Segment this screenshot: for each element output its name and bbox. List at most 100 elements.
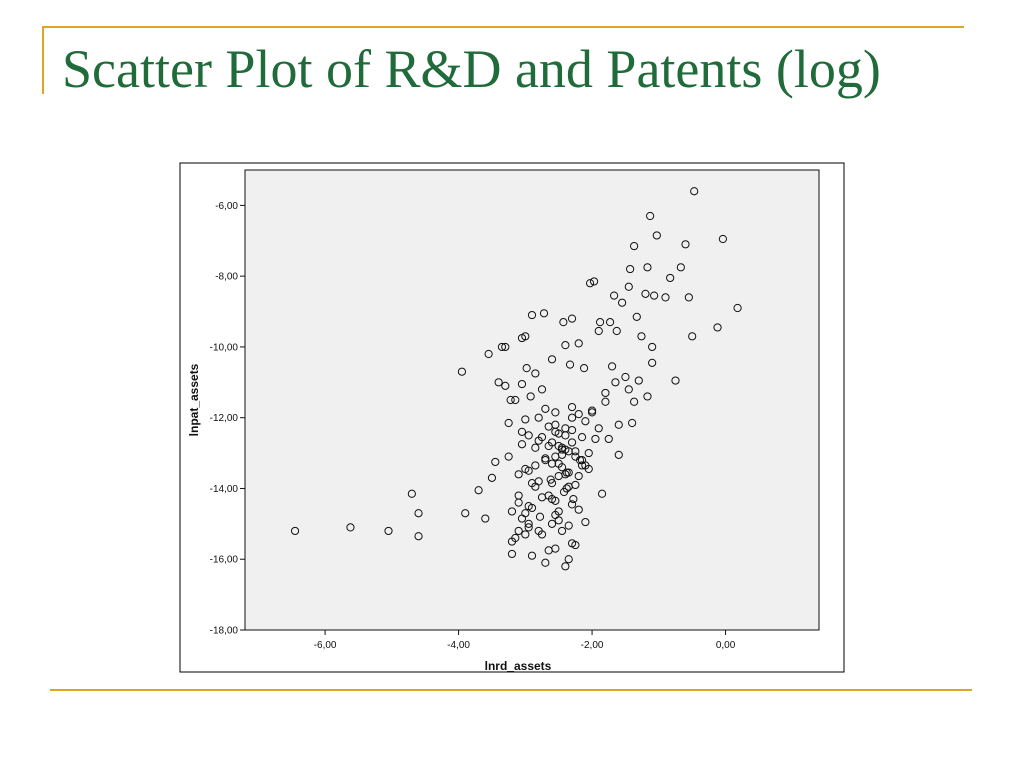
x-tick-label: -4,00 — [447, 640, 470, 651]
data-point — [733, 303, 742, 313]
data-point — [577, 456, 587, 465]
data-point — [574, 339, 583, 348]
data-point — [605, 318, 615, 327]
data-point — [557, 445, 567, 454]
data-point — [581, 517, 590, 527]
data-point — [589, 277, 599, 286]
data-point — [531, 461, 540, 470]
data-point — [491, 457, 500, 467]
data-point — [607, 362, 617, 371]
data-point — [630, 397, 639, 406]
x-axis-title: lnrd_assets — [485, 659, 552, 673]
data-point — [537, 433, 547, 442]
data-point — [581, 417, 590, 426]
data-point — [541, 558, 550, 567]
data-point — [626, 264, 635, 274]
data-point — [557, 450, 567, 459]
slide-title: Scatter Plot of R&D and Patents (log) — [62, 39, 881, 99]
data-point — [628, 418, 637, 428]
data-point — [567, 402, 577, 412]
y-axis-title: lnpat_assets — [187, 363, 201, 436]
data-point — [612, 326, 621, 336]
data-point — [537, 493, 547, 502]
data-point — [567, 438, 577, 447]
data-point — [507, 549, 517, 559]
data-point — [624, 282, 633, 291]
data-point — [646, 211, 655, 221]
data-point — [551, 427, 560, 436]
data-point — [535, 512, 545, 521]
data-point — [661, 293, 670, 302]
data-point — [567, 425, 577, 435]
data-point — [504, 418, 513, 428]
data-point — [346, 523, 355, 532]
data-point — [517, 427, 527, 436]
data-point — [514, 491, 523, 500]
data-point — [527, 479, 537, 488]
data-point — [521, 464, 530, 474]
data-point — [541, 454, 550, 463]
data-point — [514, 470, 523, 479]
data-point — [621, 372, 630, 382]
y-tick-label: -6,00 — [215, 201, 238, 212]
data-point — [554, 516, 563, 525]
data-point — [594, 326, 603, 336]
data-point — [565, 360, 575, 369]
data-point — [407, 489, 416, 498]
data-point — [517, 440, 527, 449]
data-point — [597, 489, 607, 498]
data-point — [507, 507, 517, 516]
y-tick-label: -14,00 — [210, 484, 239, 495]
data-point — [577, 433, 587, 442]
data-point — [517, 333, 527, 343]
data-point — [643, 392, 652, 401]
data-point — [501, 381, 510, 390]
data-point — [554, 471, 563, 481]
data-point — [614, 420, 623, 429]
data-point — [564, 482, 573, 491]
data-point — [561, 341, 570, 350]
data-point — [567, 500, 577, 509]
data-point — [690, 187, 699, 196]
data-point — [594, 424, 603, 433]
data-point — [650, 291, 659, 300]
data-point — [527, 310, 537, 320]
data-point — [534, 413, 543, 422]
data-point — [634, 376, 643, 385]
data-point — [624, 385, 633, 394]
data-point — [497, 342, 507, 352]
data-point — [537, 385, 547, 394]
data-point — [501, 342, 510, 352]
data-point — [524, 523, 533, 532]
data-point — [521, 530, 530, 539]
data-point — [539, 309, 549, 318]
data-point — [575, 456, 585, 465]
data-point — [384, 526, 393, 536]
y-tick-label: -16,00 — [210, 555, 239, 566]
data-point — [534, 526, 543, 536]
data-point — [547, 459, 557, 468]
data-point — [643, 263, 652, 272]
data-point — [574, 410, 583, 419]
data-point — [457, 367, 467, 376]
data-point — [551, 408, 560, 417]
data-point — [524, 519, 533, 528]
data-point — [577, 461, 587, 470]
data-point — [541, 404, 550, 413]
y-tick-label: -10,00 — [210, 342, 239, 353]
data-point — [494, 378, 503, 387]
data-point — [571, 447, 580, 456]
data-point — [681, 240, 690, 249]
data-point — [569, 494, 578, 504]
data-point — [571, 540, 580, 550]
data-point — [671, 376, 680, 385]
data-point — [531, 369, 540, 378]
data-point — [684, 293, 693, 302]
scatter-points — [290, 187, 742, 571]
data-point — [630, 241, 639, 251]
data-point — [584, 464, 593, 474]
x-axis-ticks: -6,00 -4,00 -2,00 0,00 — [314, 630, 736, 651]
data-point — [517, 379, 527, 389]
data-point — [601, 397, 610, 406]
